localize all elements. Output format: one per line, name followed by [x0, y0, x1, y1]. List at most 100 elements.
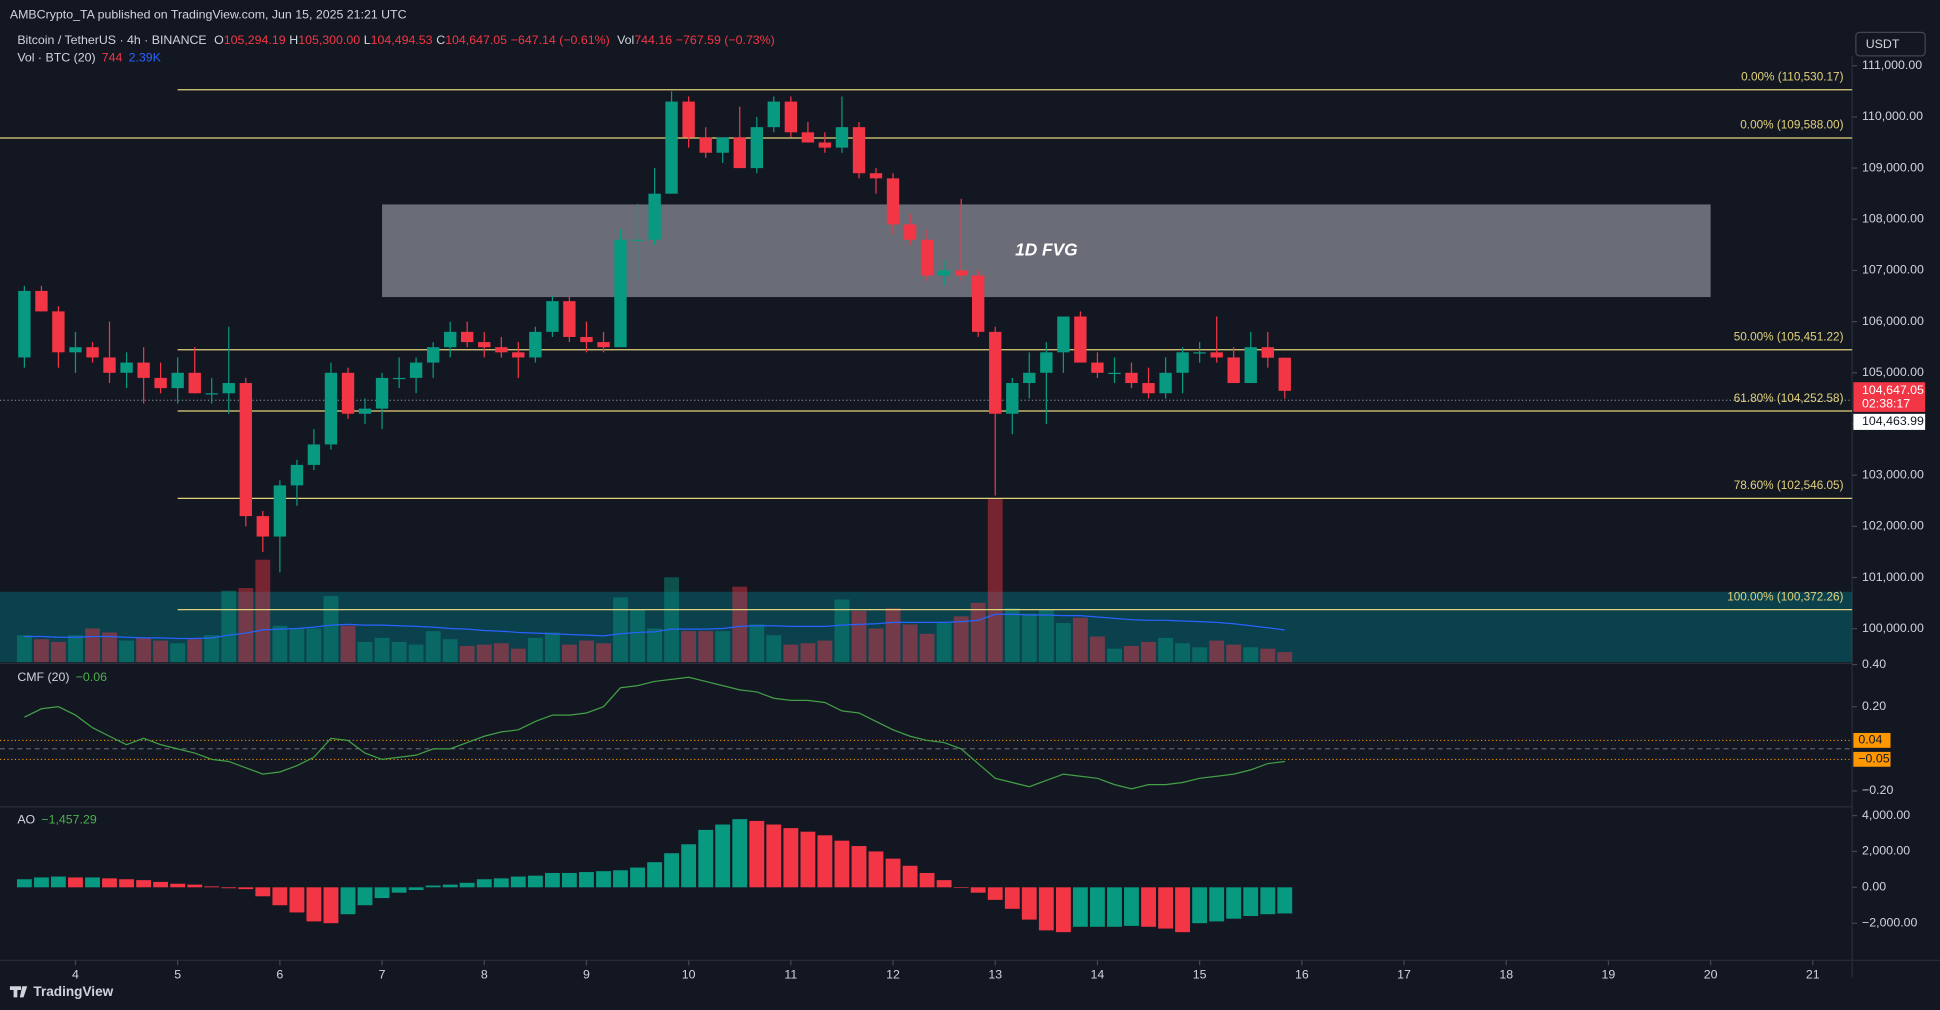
candle-body: [1210, 352, 1223, 358]
ao-bar: [698, 829, 714, 888]
volume-bar: [664, 577, 680, 663]
volume-bar: [766, 635, 782, 663]
candle-body: [665, 101, 678, 194]
candle-body: [120, 362, 133, 373]
ao-bar: [1021, 887, 1037, 920]
volume-bar: [868, 628, 884, 663]
volume-bar: [1004, 608, 1020, 663]
ao-bar: [136, 880, 152, 888]
ao-bar: [1175, 887, 1190, 933]
volume-bar: [953, 616, 969, 663]
volume-bar: [1175, 643, 1190, 663]
candle-body: [1159, 372, 1172, 394]
volume-bar: [1055, 623, 1071, 663]
currency: USDT: [1866, 37, 1900, 51]
volume-bar: [102, 632, 117, 663]
volume-bar: [357, 641, 373, 663]
ohlc-value: 105,294.19: [224, 33, 286, 47]
volume-name: Vol · BTC (20): [17, 51, 95, 65]
candle-body: [1176, 352, 1189, 373]
ohlc-key: H: [289, 33, 298, 47]
ao-bar: [647, 862, 663, 888]
candle-body: [1227, 357, 1240, 384]
candle-body: [784, 101, 798, 133]
candle-body: [171, 372, 184, 389]
volume-bar: [1124, 645, 1139, 663]
candle-body: [290, 464, 304, 486]
volume-bar: [715, 631, 731, 663]
volume-bar: [596, 643, 611, 663]
fib-label: 78.60% (102,546.05): [1734, 479, 1844, 492]
zone-label: 1D FVG: [1015, 239, 1078, 259]
level-tag: [1853, 732, 1891, 748]
cmf-name: CMF (20): [17, 670, 69, 684]
ao-bar: [153, 881, 169, 888]
candle-body: [597, 342, 610, 348]
y-tick-label: 109,000.00: [1862, 160, 1924, 174]
ao-bar: [204, 886, 220, 888]
ao-bar: [630, 867, 645, 888]
candle-body: [52, 311, 65, 353]
ao-bar: [323, 887, 339, 924]
candle-body: [358, 408, 372, 414]
y-tick-label: 108,000.00: [1862, 212, 1924, 226]
candle-body: [971, 275, 985, 332]
volume-bar: [255, 559, 271, 663]
ao-bar: [749, 820, 765, 888]
ao-bar: [187, 884, 203, 888]
volume-bar: [613, 597, 628, 663]
y-tick-label: 100,000.00: [1862, 621, 1924, 635]
ao-bar: [306, 887, 322, 922]
candle-body: [512, 352, 525, 358]
volume-bar: [153, 640, 169, 663]
x-tick-label: 14: [1091, 967, 1105, 981]
volume-bar: [119, 640, 134, 663]
candle-body: [205, 393, 218, 395]
candle-body: [307, 444, 321, 465]
currency-box[interactable]: [1855, 31, 1926, 57]
last-price-tag: [1853, 382, 1926, 412]
level-label: −0.05: [1858, 752, 1889, 766]
ao-bar: [834, 840, 850, 888]
ao-bar: [357, 887, 373, 906]
y-tick-label: 106,000.00: [1862, 314, 1924, 328]
volume-bar: [1038, 609, 1054, 663]
ao-bar: [1072, 887, 1088, 927]
ao-bar: [1090, 887, 1105, 927]
candle-body: [648, 193, 661, 240]
ao-bar: [817, 835, 833, 888]
volume-bar: [391, 641, 407, 663]
candle-body: [341, 372, 355, 414]
volume-bar: [1158, 637, 1174, 663]
y-tick-label: 107,000.00: [1862, 263, 1924, 277]
volume-bar: [936, 623, 952, 663]
volume-bar: [289, 628, 305, 663]
x-tick-label: 5: [174, 967, 181, 981]
vol-change: −767.59 (−0.73%): [676, 33, 775, 47]
ao-bar: [34, 877, 49, 888]
x-tick-label: 10: [682, 967, 696, 981]
ao-bar: [408, 887, 424, 891]
volume-bar: [1192, 647, 1208, 663]
fib-label: 0.00% (109,588.00): [1740, 119, 1843, 132]
candle-body: [1278, 357, 1291, 391]
cmf-legend: CMF (20) −0.06: [17, 670, 107, 684]
ao-bar: [1260, 887, 1276, 915]
candle-body: [1057, 316, 1070, 353]
ao-bar: [868, 851, 884, 888]
published-note: AMBCrypto_TA published on TradingView.co…: [10, 7, 407, 21]
x-tick-label: 9: [583, 967, 590, 981]
volume-bar: [221, 590, 237, 663]
ao-bar: [476, 879, 492, 888]
ao-bar: [1277, 887, 1293, 914]
volume-bar: [34, 639, 49, 663]
ao-bar: [340, 887, 356, 915]
countdown: 02:38:17: [1862, 397, 1910, 411]
candle-body: [852, 127, 866, 174]
volume-bar: [1277, 652, 1293, 663]
x-tick-label: 7: [379, 967, 386, 981]
ao-bar: [272, 887, 288, 906]
ao-bar: [255, 887, 271, 897]
ao-bar: [68, 877, 83, 888]
candle-body: [937, 270, 951, 276]
